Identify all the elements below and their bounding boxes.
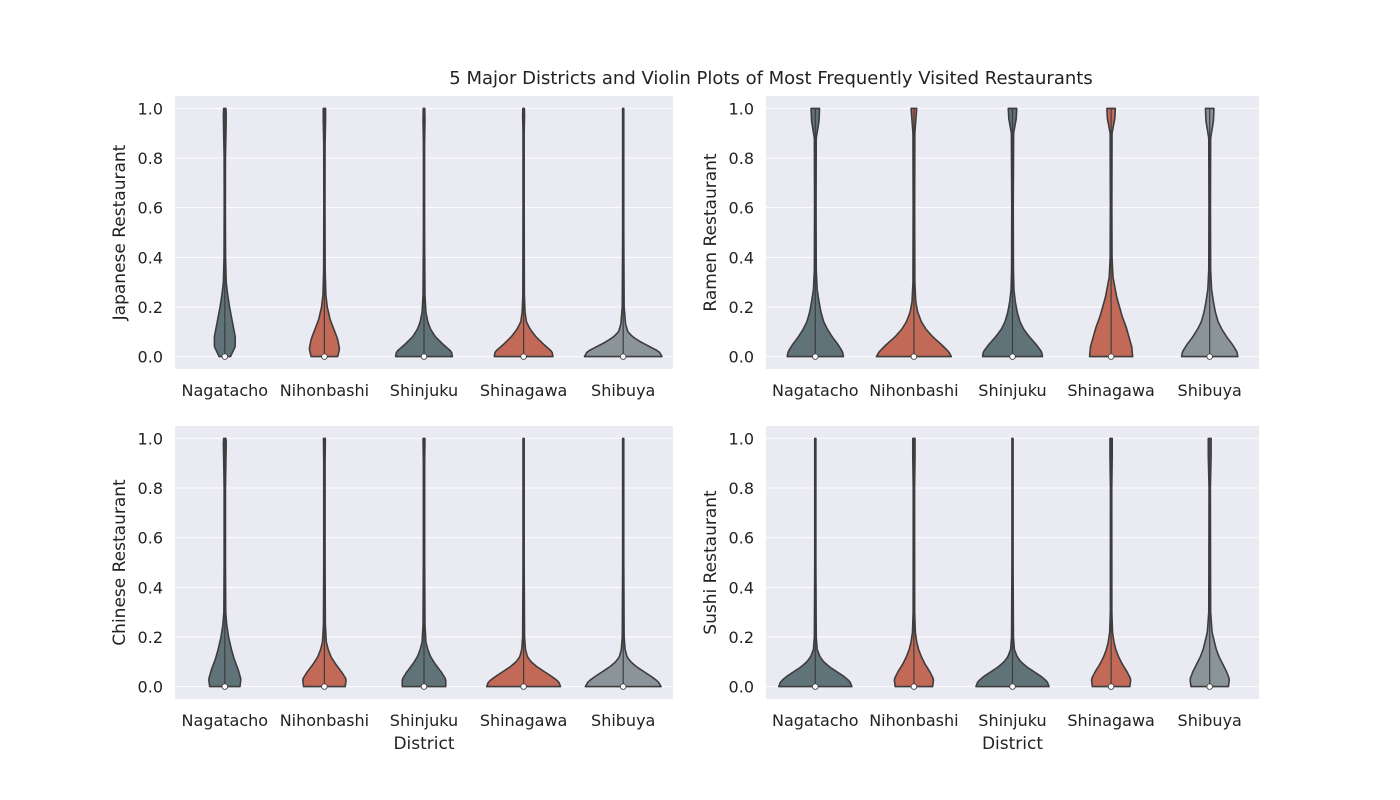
panel-sushi-restaurant: 0.0 0.2 0.4 0.6 0.8 1.0 Sushi Restaurant Nagata… [701, 426, 1259, 754]
median-point [1107, 353, 1115, 360]
y-tick-label: 0.4 [138, 248, 163, 267]
y-tick-label: 0.4 [729, 248, 754, 267]
x-tick-label: Shinagawa [480, 711, 568, 730]
median-point [812, 353, 819, 360]
x-tick-label: Nihonbashi [869, 381, 958, 400]
y-axis-label: Sushi Restaurant [701, 490, 721, 635]
x-tick-label: Nihonbashi [869, 711, 958, 730]
y-tick-label: 0.8 [138, 479, 163, 498]
median-point [620, 683, 627, 690]
median-point [420, 683, 428, 690]
y-tick-label: 0.0 [729, 348, 754, 367]
x-tick-label: Nagatacho [772, 381, 859, 400]
figure-title: 5 Major Districts and Violin Plots of Mo… [449, 68, 1092, 89]
y-tick-label: 0.8 [138, 149, 163, 168]
median-point [910, 683, 918, 690]
y-tick-label: 0.4 [729, 578, 754, 597]
y-tick-label: 1.0 [138, 99, 163, 118]
median-point [1206, 683, 1213, 690]
y-tick-label: 0.0 [138, 348, 163, 367]
x-tick-label: Shinagawa [1067, 381, 1155, 400]
median-point [1107, 683, 1115, 690]
median-point [620, 353, 627, 360]
panel-chinese-restaurant: 0.0 0.2 0.4 0.6 0.8 1.0 Chinese Restaurant Naga… [110, 426, 673, 754]
median-point [321, 353, 328, 360]
y-tick-label: 0.0 [138, 678, 163, 697]
y-tick-label: 1.0 [729, 429, 754, 448]
x-tick-label: Nagatacho [182, 381, 269, 400]
y-tick-label: 0.0 [729, 678, 754, 697]
x-tick-label: Shibuya [591, 711, 655, 730]
median-point [221, 683, 228, 690]
y-tick-label: 0.8 [729, 149, 754, 168]
x-tick-label: Shinagawa [1067, 711, 1155, 730]
y-tick-label: 0.2 [138, 298, 163, 317]
x-tick-label: Shinjuku [390, 381, 458, 400]
y-tick-label: 0.8 [729, 479, 754, 498]
median-point [1009, 683, 1016, 690]
x-tick-label: Nihonbashi [280, 381, 369, 400]
y-tick-label: 1.0 [729, 99, 754, 118]
median-point [221, 353, 228, 360]
x-tick-label: Shinjuku [978, 381, 1046, 400]
median-point [812, 683, 819, 690]
median-point [420, 353, 428, 360]
x-axis-label: District [982, 734, 1043, 754]
y-tick-label: 0.6 [138, 199, 163, 218]
y-axis-label: Ramen Restaurant [701, 153, 721, 311]
median-point [321, 683, 328, 690]
y-tick-label: 0.2 [729, 628, 754, 647]
panel-japanese-restaurant: 0.0 0.2 0.4 0.6 0.8 1.0 Japanese Restaurant Nag… [110, 96, 673, 400]
y-tick-label: 0.2 [729, 298, 754, 317]
median-point [520, 353, 527, 360]
y-tick-label: 0.2 [138, 628, 163, 647]
x-tick-label: Shinagawa [480, 381, 568, 400]
y-axis-label: Chinese Restaurant [110, 479, 130, 646]
x-tick-label: Shibuya [591, 381, 655, 400]
y-tick-label: 0.6 [729, 529, 754, 548]
x-tick-label: Shinjuku [978, 711, 1046, 730]
panel-ramen-restaurant: 0.0 0.2 0.4 0.6 0.8 1.0 Ramen Restaurant Nagata… [701, 96, 1259, 400]
median-point [910, 353, 918, 360]
y-tick-label: 0.6 [729, 199, 754, 218]
x-tick-label: Nagatacho [772, 711, 859, 730]
x-tick-label: Shinjuku [390, 711, 458, 730]
y-tick-label: 1.0 [138, 429, 163, 448]
x-tick-label: Nagatacho [182, 711, 269, 730]
x-tick-label: Shibuya [1178, 711, 1242, 730]
y-tick-label: 0.4 [138, 578, 163, 597]
median-point [520, 683, 527, 690]
y-tick-label: 0.6 [138, 529, 163, 548]
median-point [1206, 353, 1213, 360]
y-axis-label: Japanese Restaurant [110, 144, 130, 321]
x-axis-label: District [393, 734, 454, 754]
x-tick-label: Shibuya [1178, 381, 1242, 400]
median-point [1009, 353, 1016, 360]
x-tick-label: Nihonbashi [280, 711, 369, 730]
